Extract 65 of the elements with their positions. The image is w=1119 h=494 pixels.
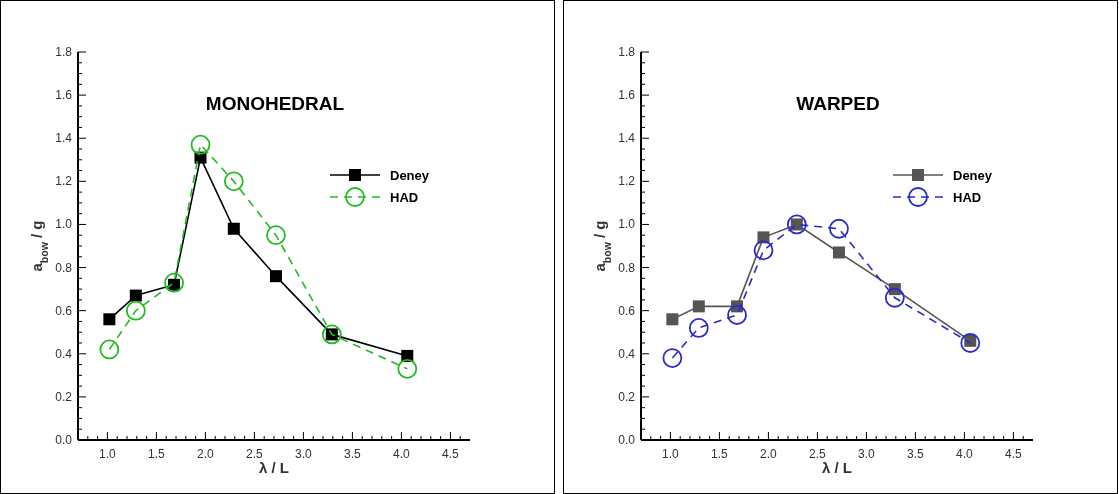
point [688,318,709,338]
point [269,270,282,283]
x-tick-label: 3.5 [907,447,925,461]
y-tick-label: 0.6 [55,303,73,318]
x-tick-label: 4.0 [393,447,411,461]
x-tick-label: 3.0 [295,447,313,461]
point [223,171,244,192]
y-tick-label: 0.4 [55,346,73,361]
legend-label: HAD [390,190,419,205]
y-tick-label: 0.8 [618,260,636,275]
point [666,313,679,326]
point [125,300,146,321]
x-tick-label: 4.5 [1005,447,1023,461]
y-tick-label: 0.0 [618,433,636,447]
x-tick-label: 4.0 [956,447,974,461]
legend-label: Deney [953,168,993,183]
y-tick-label: 1.4 [55,131,73,146]
legend-label: HAD [953,190,982,205]
point [727,305,747,325]
y-tick-label: 0.2 [618,389,636,404]
y-tick-label: 0.8 [55,260,73,275]
x-tick-label: 2.0 [760,447,778,461]
y-tick-label: 0.2 [55,389,73,404]
point [832,246,845,259]
point [266,225,286,246]
x-tick-label: 4.5 [442,447,460,461]
point [164,272,184,293]
y-tick-label: 1.0 [55,217,73,232]
y-tick-label: 1.0 [618,217,636,232]
legend-label: Deney [390,168,430,183]
point [99,339,120,360]
point [753,240,774,261]
point [884,287,905,308]
y-tick-label: 0.0 [55,433,73,447]
x-tick-label: 1.5 [711,447,729,461]
point [129,289,142,302]
point [103,313,116,326]
y-tick-label: 1.4 [618,131,636,146]
x-tick-label: 3.5 [344,447,362,461]
x-tick-label: 3.0 [858,447,876,461]
y-tick-label: 1.2 [55,174,73,189]
x-tick-label: 1.5 [148,447,166,461]
x-tick-label: 1.0 [99,447,117,461]
x-axis-title: λ / L [821,459,853,476]
y-tick-label: 1.6 [618,88,636,103]
point [227,222,240,235]
point [829,218,849,239]
text: WARPED [796,93,880,114]
x-tick-label: 2.5 [246,447,264,461]
point [190,134,211,155]
y-tick-label: 0.6 [618,303,636,318]
y-tick-label: 0.4 [618,346,636,361]
x-tick-label: 2.0 [197,447,215,461]
point [397,358,418,379]
y-tick-label: 1.8 [55,45,73,59]
y-tick-label: 1.2 [618,174,636,189]
x-tick-label: 2.5 [809,447,827,461]
y-tick-label: 1.8 [618,45,636,59]
point [960,333,981,353]
point [692,300,705,313]
y-tick-label: 1.6 [55,88,73,103]
point [662,348,683,368]
x-axis-title: λ / L [258,459,290,476]
x-tick-label: 1.0 [662,447,680,461]
text: MONOHEDRAL [205,93,345,114]
